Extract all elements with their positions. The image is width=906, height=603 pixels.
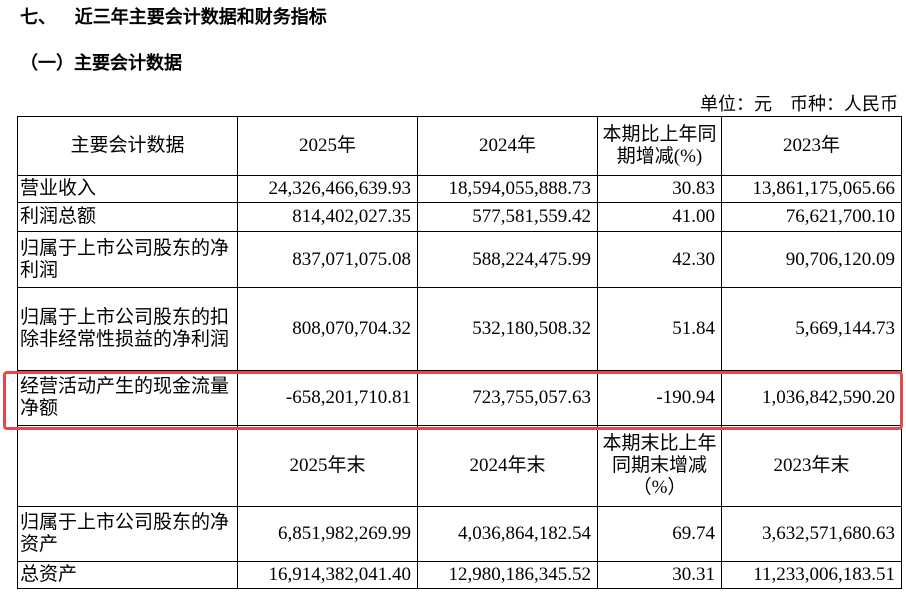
- value-2024: 12,980,186,345.52: [417, 561, 598, 589]
- table1-header-row: 主要会计数据 2025年 2024年 本期比上年同期增减(%) 2023年: [17, 116, 902, 176]
- value-change: 69.74: [597, 506, 722, 562]
- value-change: 42.30: [597, 231, 722, 288]
- table-row: 总资产 16,914,382,041.40 12,980,186,345.52 …: [17, 561, 902, 589]
- header-cell: 2025年: [237, 116, 418, 176]
- row-label: 利润总额: [17, 202, 238, 232]
- accounting-data-table: 主要会计数据 2025年 2024年 本期比上年同期增减(%) 2023年 营业…: [17, 116, 902, 589]
- header-cell: 2023年: [721, 116, 902, 176]
- value-2023: 1,036,842,590.20: [721, 370, 902, 426]
- value-change: 41.00: [597, 202, 722, 232]
- value-2024: 4,036,864,182.54: [417, 506, 598, 562]
- value-change: 30.31: [597, 561, 722, 589]
- table-row: 归属于上市公司股东的净资产 6,851,982,269.99 4,036,864…: [17, 506, 902, 562]
- row-label: 营业收入: [17, 175, 238, 203]
- value-2025: -658,201,710.81: [237, 370, 418, 426]
- header-cell: 2024年: [417, 116, 598, 176]
- value-change: 51.84: [597, 287, 722, 371]
- value-2024: 18,594,055,888.73: [417, 175, 598, 203]
- row-label: 经营活动产生的现金流量净额: [17, 370, 238, 426]
- unit-currency-line: 单位：元 币种：人民币: [700, 94, 898, 114]
- value-2023: 90,706,120.09: [721, 231, 902, 288]
- value-2023: 5,669,144.73: [721, 287, 902, 371]
- row-label: 归属于上市公司股东的净资产: [17, 506, 238, 562]
- value-2025: 16,914,382,041.40: [237, 561, 418, 589]
- value-2025: 814,402,027.35: [237, 202, 418, 232]
- sub-title: （一）主要会计数据: [20, 53, 182, 74]
- table-row-highlighted: 经营活动产生的现金流量净额 -658,201,710.81 723,755,05…: [17, 370, 902, 426]
- value-2024: 588,224,475.99: [417, 231, 598, 288]
- value-2025: 837,071,075.08: [237, 231, 418, 288]
- value-2025: 808,070,704.32: [237, 287, 418, 371]
- table-row: 归属于上市公司股东的净利润 837,071,075.08 588,224,475…: [17, 231, 902, 288]
- value-2023: 11,233,006,183.51: [721, 561, 902, 589]
- header-cell: 主要会计数据: [17, 116, 238, 176]
- value-2023: 3,632,571,680.63: [721, 506, 902, 562]
- header-cell: 本期末比上年同期末增减（%）: [597, 425, 722, 507]
- value-2023: 76,621,700.10: [721, 202, 902, 232]
- table-row: 营业收入 24,326,466,639.93 18,594,055,888.73…: [17, 175, 902, 203]
- table2-header-row: 2025年末 2024年末 本期末比上年同期末增减（%） 2023年末: [17, 425, 902, 507]
- value-2024: 577,581,559.42: [417, 202, 598, 232]
- value-change: 30.83: [597, 175, 722, 203]
- row-label: 总资产: [17, 561, 238, 589]
- value-2024: 532,180,508.32: [417, 287, 598, 371]
- section-title: 七、 近三年主要会计数据和财务指标: [20, 7, 327, 28]
- row-label: 归属于上市公司股东的扣除非经常性损益的净利润: [17, 287, 238, 371]
- table-row: 归属于上市公司股东的扣除非经常性损益的净利润 808,070,704.32 53…: [17, 287, 902, 371]
- value-2025: 6,851,982,269.99: [237, 506, 418, 562]
- table-row: 利润总额 814,402,027.35 577,581,559.42 41.00…: [17, 202, 902, 232]
- header-cell: 本期比上年同期增减(%): [597, 116, 722, 176]
- header-cell: 2023年末: [721, 425, 902, 507]
- header-cell: 2024年末: [417, 425, 598, 507]
- value-2024: 723,755,057.63: [417, 370, 598, 426]
- header-cell: [17, 425, 238, 507]
- header-cell: 2025年末: [237, 425, 418, 507]
- value-2025: 24,326,466,639.93: [237, 175, 418, 203]
- row-label: 归属于上市公司股东的净利润: [17, 231, 238, 288]
- value-change: -190.94: [597, 370, 722, 426]
- value-2023: 13,861,175,065.66: [721, 175, 902, 203]
